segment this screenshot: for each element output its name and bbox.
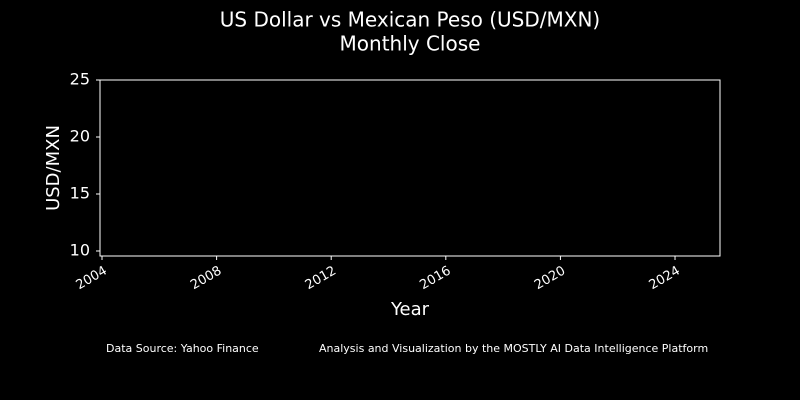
y-tick-label: 15 <box>70 183 90 202</box>
plot-frame <box>99 79 721 257</box>
chart-subtitle: Monthly Close <box>340 32 481 56</box>
x-axis-label: Year <box>390 299 430 320</box>
y-tick-label: 20 <box>70 126 90 145</box>
y-tick-label: 25 <box>70 70 90 89</box>
footer-source: Data Source: Yahoo Finance <box>106 342 259 355</box>
footer-credit: Analysis and Visualization by the MOSTLY… <box>319 342 708 355</box>
y-tick-label: 10 <box>70 240 90 259</box>
chart-title: US Dollar vs Mexican Peso (USD/MXN) <box>220 8 600 32</box>
y-axis-label: USD/MXN <box>43 125 64 211</box>
